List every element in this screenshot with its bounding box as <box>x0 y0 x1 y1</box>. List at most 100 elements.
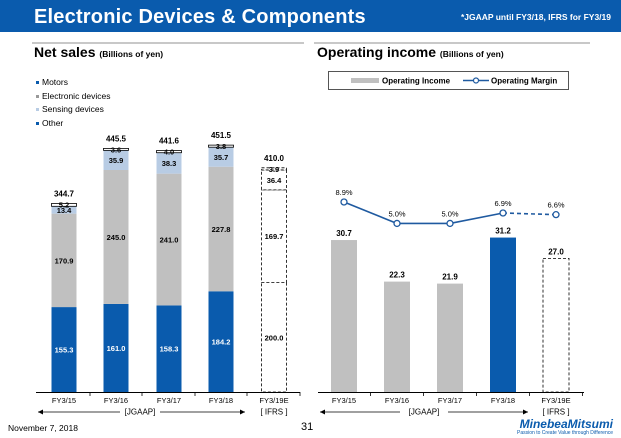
operating-income-legend: Operating Income Operating Margin <box>328 71 569 90</box>
net-sales-label-sensing-devices-fy3-17: 38.3 <box>162 159 177 168</box>
legend-swatch-motors <box>36 81 39 84</box>
operating-income-label-fy3-19e: 27.0 <box>548 247 564 256</box>
net-sales-bar-other-fy3-17 <box>156 150 182 154</box>
net-sales-label-other-fy3-16: 3.6 <box>111 145 121 154</box>
operating-income-tick-fy3-18: FY3/18 <box>491 396 515 405</box>
operating-income-bar-fy3-18 <box>490 237 516 392</box>
net-sales-label-sensing-devices-fy3-18: 35.7 <box>214 153 229 162</box>
net-sales-bar-motors-fy3-15 <box>51 307 77 392</box>
legend-swatch-electronic-devices <box>36 94 39 98</box>
net-sales-arrowhead-left <box>38 409 43 415</box>
operating-income-label-fy3-18: 31.2 <box>495 227 511 236</box>
operating-margin-point-fy3-17 <box>446 219 454 228</box>
net-sales-label-motors-fy3-17: 158.3 <box>160 345 179 354</box>
net-sales-bar-other-fy3-16 <box>103 148 129 151</box>
operating-margin-segment-1 <box>343 201 398 225</box>
net-sales-bar-motors-fy3-16 <box>103 303 129 392</box>
operating-income-bar-fy3-19e <box>542 257 570 393</box>
operating-income-tick-fy3-15: FY3/15 <box>332 396 356 405</box>
net-sales-tick-fy3-17: FY3/17 <box>157 396 181 405</box>
net-sales-label-electronic-devices-fy3-16: 245.0 <box>107 233 126 242</box>
legend-item-other: Other <box>36 117 111 131</box>
net-sales-legend: Motors Electronic devices Sensing device… <box>36 76 111 130</box>
legend-item-electronic-devices: Electronic devices <box>36 90 111 104</box>
net-sales-bar-other-fy3-18 <box>208 144 234 148</box>
net-sales-bar-electronic-devices-fy3-16 <box>103 169 129 304</box>
net-sales-bar-motors-fy3-17 <box>156 305 182 392</box>
net-sales-label-motors-fy3-18: 184.2 <box>212 338 231 347</box>
net-sales-bar-electronic-devices-fy3-15 <box>51 213 77 308</box>
operating-income-label-fy3-16: 22.3 <box>389 271 405 280</box>
operating-income-tick-fy3-16: FY3/16 <box>385 396 409 405</box>
net-sales-bar-electronic-devices-fy3-18 <box>208 166 234 292</box>
net-sales-tick-fy3-16: FY3/16 <box>104 396 128 405</box>
operating-income-ifrs-label: [ IFRS ] <box>542 408 569 417</box>
operating-income-unit: (Billions of yen) <box>439 49 504 59</box>
net-sales-unit: (Billions of yen) <box>99 49 164 59</box>
operating-income-jgaap-label: [JGAAP] <box>409 408 440 417</box>
net-sales-bar-electronic-devices-fy3-17 <box>156 173 182 306</box>
logo-wordmark: MinebeaMitsumi <box>519 417 613 431</box>
company-logo: MinebeaMitsumi Passion to Create Value t… <box>517 418 613 436</box>
operating-margin-label-fy3-16: 5.0% <box>388 209 405 218</box>
net-sales-label-electronic-devices-fy3-18: 227.8 <box>212 225 231 234</box>
net-sales-arrowhead-right <box>240 409 245 415</box>
net-sales-label-sensing-devices-fy3-15: 13.4 <box>57 206 72 215</box>
net-sales-bar-other-fy3-15 <box>51 203 77 207</box>
right-section-rule <box>314 42 590 44</box>
operating-margin-segment-3 <box>449 212 504 225</box>
net-sales-bar-sensing-devices-fy3-18 <box>208 147 234 167</box>
net-sales-label-motors-fy3-16: 161.0 <box>107 344 126 353</box>
operating-margin-label-fy3-19e: 6.6% <box>547 201 564 210</box>
net-sales-bar-sensing-devices-fy3-15 <box>51 206 77 214</box>
net-sales-label-sensing-devices-fy3-19e: 36.4 <box>267 176 282 185</box>
legend-item-sensing-devices: Sensing devices <box>36 103 111 117</box>
operating-margin-point-fy3-16 <box>393 219 401 228</box>
net-sales-tick-fy3-18: FY3/18 <box>209 396 233 405</box>
net-sales-total-fy3-15: 344.7 <box>54 189 75 198</box>
accounting-note: *JGAAP until FY3/18, IFRS for FY3/19 <box>460 12 611 22</box>
net-sales-label-electronic-devices-fy3-19e: 169.7 <box>265 232 284 241</box>
operating-income-label-fy3-17: 21.9 <box>442 273 458 282</box>
operating-margin-point-fy3-19e <box>552 210 560 219</box>
net-sales-label-other-fy3-18: 3.8 <box>216 142 226 151</box>
legend-swatch-sensing-devices <box>36 108 39 111</box>
title-bar: Electronic Devices & Components *JGAAP u… <box>0 0 621 32</box>
page-number: 31 <box>301 421 314 433</box>
logo-tagline: Passion to Create Value through Differen… <box>517 430 613 436</box>
net-sales-label-motors-fy3-19e: 200.0 <box>265 333 284 342</box>
operating-income-arrowhead-right <box>523 409 528 415</box>
operating-income-legend-graphic: Operating Income Operating Margin <box>351 77 557 86</box>
legend-label-operating-income: Operating Income <box>382 77 451 86</box>
operating-income-bar-fy3-15 <box>331 240 357 392</box>
net-sales-bar-sensing-devices-fy3-16 <box>103 150 129 170</box>
left-section-rule <box>32 42 304 44</box>
legend-item-motors: Motors <box>36 76 111 90</box>
net-sales-label-sensing-devices-fy3-16: 35.9 <box>109 156 124 165</box>
net-sales-total-fy3-17: 441.6 <box>159 137 180 146</box>
operating-margin-label-fy3-17: 5.0% <box>441 209 458 218</box>
net-sales-total-fy3-16: 445.5 <box>106 134 127 143</box>
operating-margin-point-fy3-18 <box>499 209 507 217</box>
footer-date: November 7, 2018 <box>8 423 78 433</box>
net-sales-ifrs-label: [ IFRS ] <box>260 408 287 417</box>
operating-income-tick-fy3-19e: FY3/19E <box>541 396 570 405</box>
operating-margin-point-fy3-15 <box>340 198 348 206</box>
legend-swatch-other <box>36 121 39 125</box>
operating-margin-label-fy3-18: 6.9% <box>494 199 511 208</box>
net-sales-label-electronic-devices-fy3-15: 170.9 <box>55 256 74 265</box>
operating-income-title: Operating income <box>317 44 437 60</box>
legend-marker-operating-margin <box>472 77 480 84</box>
net-sales-bar-sensing-devices-fy3-17 <box>156 152 182 174</box>
net-sales-jgaap-label: [JGAAP] <box>125 408 156 417</box>
net-sales-tick-fy3-19e: FY3/19E <box>259 396 288 405</box>
net-sales-label-electronic-devices-fy3-17: 241.0 <box>160 236 179 245</box>
net-sales-total-fy3-19e: 410.0 <box>264 154 285 163</box>
net-sales-label-other-fy3-19e: 3.9 <box>269 165 279 174</box>
net-sales-label-motors-fy3-15: 155.3 <box>55 346 74 355</box>
net-sales-heading: Net sales (Billions of yen) <box>34 44 163 60</box>
net-sales-total-fy3-18: 451.5 <box>211 131 232 140</box>
net-sales-tick-fy3-15: FY3/15 <box>52 396 76 405</box>
operating-income-bar-fy3-16 <box>384 281 410 392</box>
